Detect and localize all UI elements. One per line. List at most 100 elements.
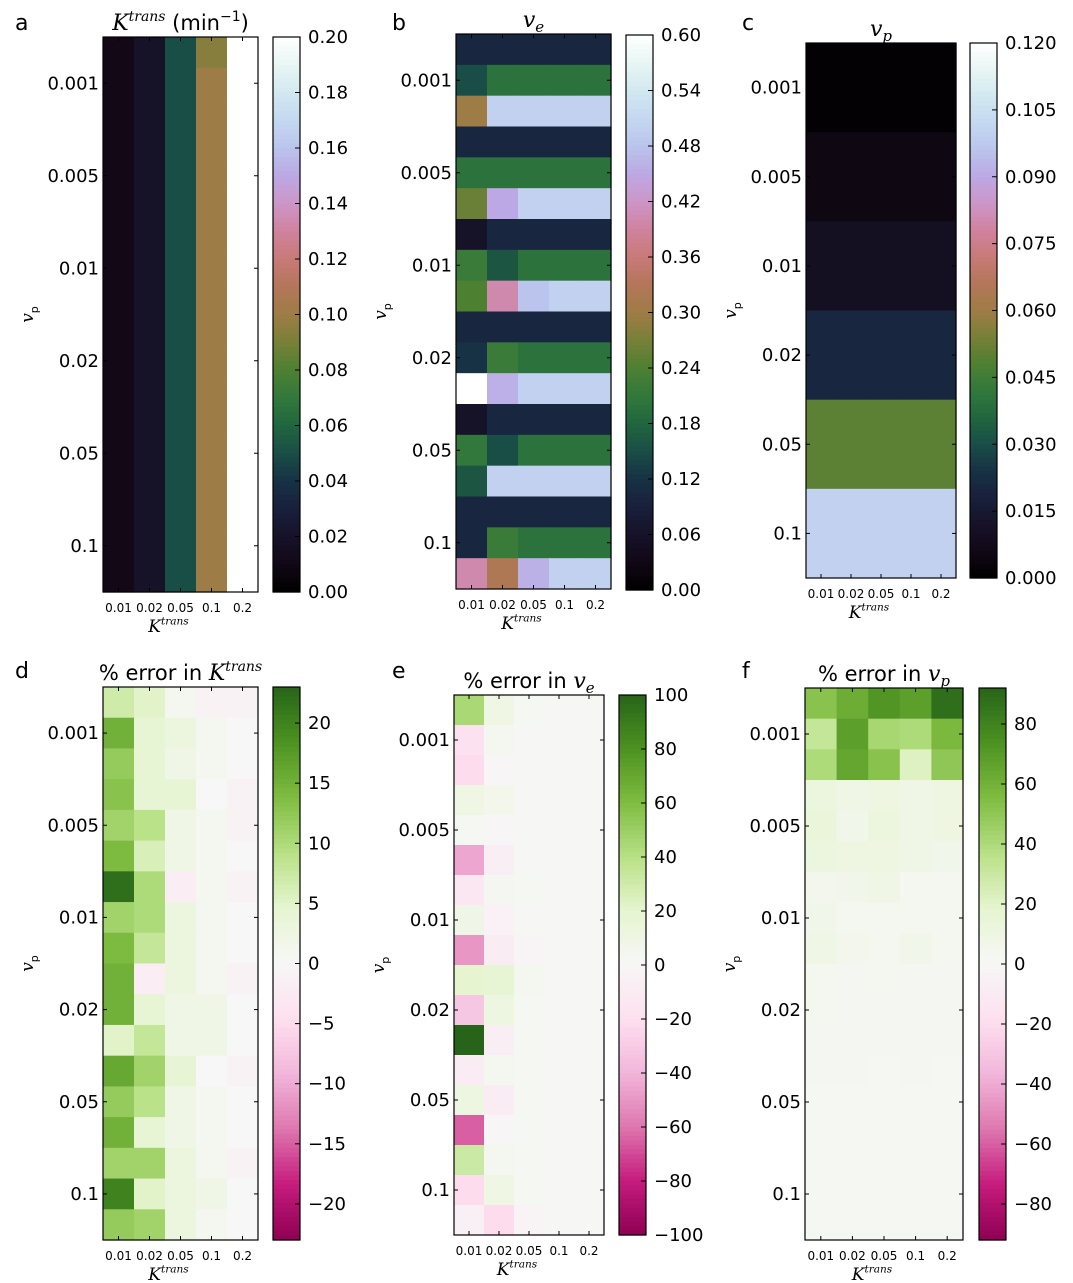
colorbar-swatch — [979, 1046, 1006, 1052]
colorbar-swatch — [273, 60, 300, 66]
colorbar-tick-label: 0 — [1014, 954, 1025, 975]
heatmap-cell — [574, 845, 605, 876]
heatmap-cell — [931, 933, 964, 965]
colorbar-tick-label: 0.24 — [661, 358, 701, 379]
colorbar-tick-label: −80 — [654, 1171, 692, 1192]
colorbar-swatch — [619, 767, 646, 773]
heatmap-cell — [805, 841, 838, 873]
heatmap-cell — [165, 561, 197, 593]
colorbar-swatch — [626, 391, 653, 397]
colorbar-swatch — [970, 292, 997, 298]
x-tick-label: 0.2 — [931, 587, 950, 601]
colorbar-swatch — [273, 1166, 300, 1172]
heatmap-cell — [574, 1175, 605, 1206]
colorbar-tick-label: −60 — [654, 1117, 692, 1138]
colorbar-swatch — [979, 720, 1006, 726]
colorbar-swatch — [979, 697, 1006, 703]
colorbar-swatch — [626, 303, 653, 309]
colorbar-swatch — [273, 1064, 300, 1071]
colorbar-swatch — [626, 423, 653, 429]
colorbar-swatch — [970, 377, 997, 383]
heatmap-cell — [518, 249, 550, 282]
colorbar-tick-label: −5 — [308, 1014, 335, 1035]
heatmap-cell — [518, 311, 550, 343]
heatmap-cell — [836, 1148, 869, 1180]
heatmap-cell — [165, 871, 197, 903]
heatmap-cell — [165, 717, 197, 750]
y-axis-label: vp — [369, 957, 392, 974]
heatmap-cell — [134, 252, 166, 285]
colorbar-swatch — [273, 1129, 300, 1135]
heatmap-cell — [574, 995, 605, 1026]
heatmap-cell — [456, 219, 488, 251]
heatmap-cell — [926, 43, 957, 133]
colorbar-swatch — [970, 462, 997, 468]
heatmap-cell — [836, 1209, 869, 1241]
colorbar-swatch — [626, 44, 653, 50]
heatmap-cell — [165, 129, 197, 161]
colorbar-swatch — [979, 895, 1006, 901]
colorbar-swatch — [979, 729, 1006, 735]
colorbar-tick-label: 0.42 — [661, 192, 701, 213]
colorbar-swatch — [273, 101, 300, 107]
colorbar-swatch — [626, 566, 653, 573]
colorbar-swatch — [273, 783, 300, 789]
heatmap-cell — [518, 157, 550, 189]
heatmap-cell — [514, 1025, 545, 1056]
heatmap-cell — [806, 221, 837, 312]
colorbar-swatch — [619, 1194, 646, 1200]
heatmap-cell — [165, 468, 197, 501]
colorbar-swatch — [619, 1055, 646, 1061]
colorbar-swatch — [970, 145, 997, 151]
colorbar-swatch — [273, 268, 300, 274]
colorbar-swatch — [970, 65, 997, 71]
colorbar-swatch — [626, 270, 653, 277]
heatmap-cell — [134, 530, 166, 562]
colorbar-swatch — [273, 765, 300, 771]
heatmap-cell — [806, 43, 837, 133]
colorbar-tick-label: 60 — [1014, 774, 1037, 795]
colorbar-swatch — [979, 1171, 1006, 1177]
colorbar-swatch — [626, 39, 653, 45]
colorbar-swatch — [619, 1154, 646, 1160]
colorbar-swatch — [273, 453, 300, 459]
colorbar-swatch — [273, 756, 300, 762]
colorbar-swatch — [273, 333, 300, 339]
colorbar-swatch — [619, 857, 646, 863]
colorbar-swatch — [619, 866, 646, 872]
colorbar-swatch — [626, 349, 653, 355]
colorbar-swatch — [626, 414, 653, 420]
heatmap-cell — [103, 67, 135, 100]
colorbar-tick-label: −40 — [654, 1063, 692, 1084]
heatmap-cell — [899, 1056, 932, 1088]
colorbar-swatch — [970, 194, 997, 200]
colorbar-swatch — [626, 543, 653, 549]
heatmap-cell — [456, 558, 488, 590]
heatmap-cell — [518, 280, 550, 313]
x-tick-label: 0.05 — [520, 598, 547, 612]
colorbar-swatch — [273, 323, 300, 329]
colorbar-swatch — [626, 520, 653, 526]
heatmap-cell — [549, 126, 581, 158]
colorbar-swatch — [979, 872, 1006, 878]
heatmap-cell — [484, 785, 515, 816]
colorbar-tick-label: 0.000 — [1005, 568, 1057, 589]
heatmap-cell — [227, 345, 259, 377]
heatmap-cell — [544, 965, 575, 996]
colorbar-swatch — [979, 918, 1006, 924]
colorbar-swatch — [626, 576, 653, 582]
colorbar-swatch — [979, 1180, 1006, 1186]
colorbar-swatch — [273, 152, 300, 158]
heatmap-cell — [931, 718, 964, 750]
panel-letter: b — [392, 11, 406, 36]
heatmap-cell — [487, 311, 519, 343]
colorbar-swatch — [273, 875, 300, 882]
colorbar-swatch — [273, 485, 300, 491]
heatmap-cell — [134, 345, 166, 377]
panel-letter: a — [15, 11, 28, 36]
heatmap-cell — [134, 871, 166, 903]
colorbar-swatch — [970, 430, 997, 436]
colorbar-swatch — [979, 964, 1006, 970]
colorbar-swatch — [273, 143, 300, 149]
heatmap-cell — [580, 434, 612, 467]
